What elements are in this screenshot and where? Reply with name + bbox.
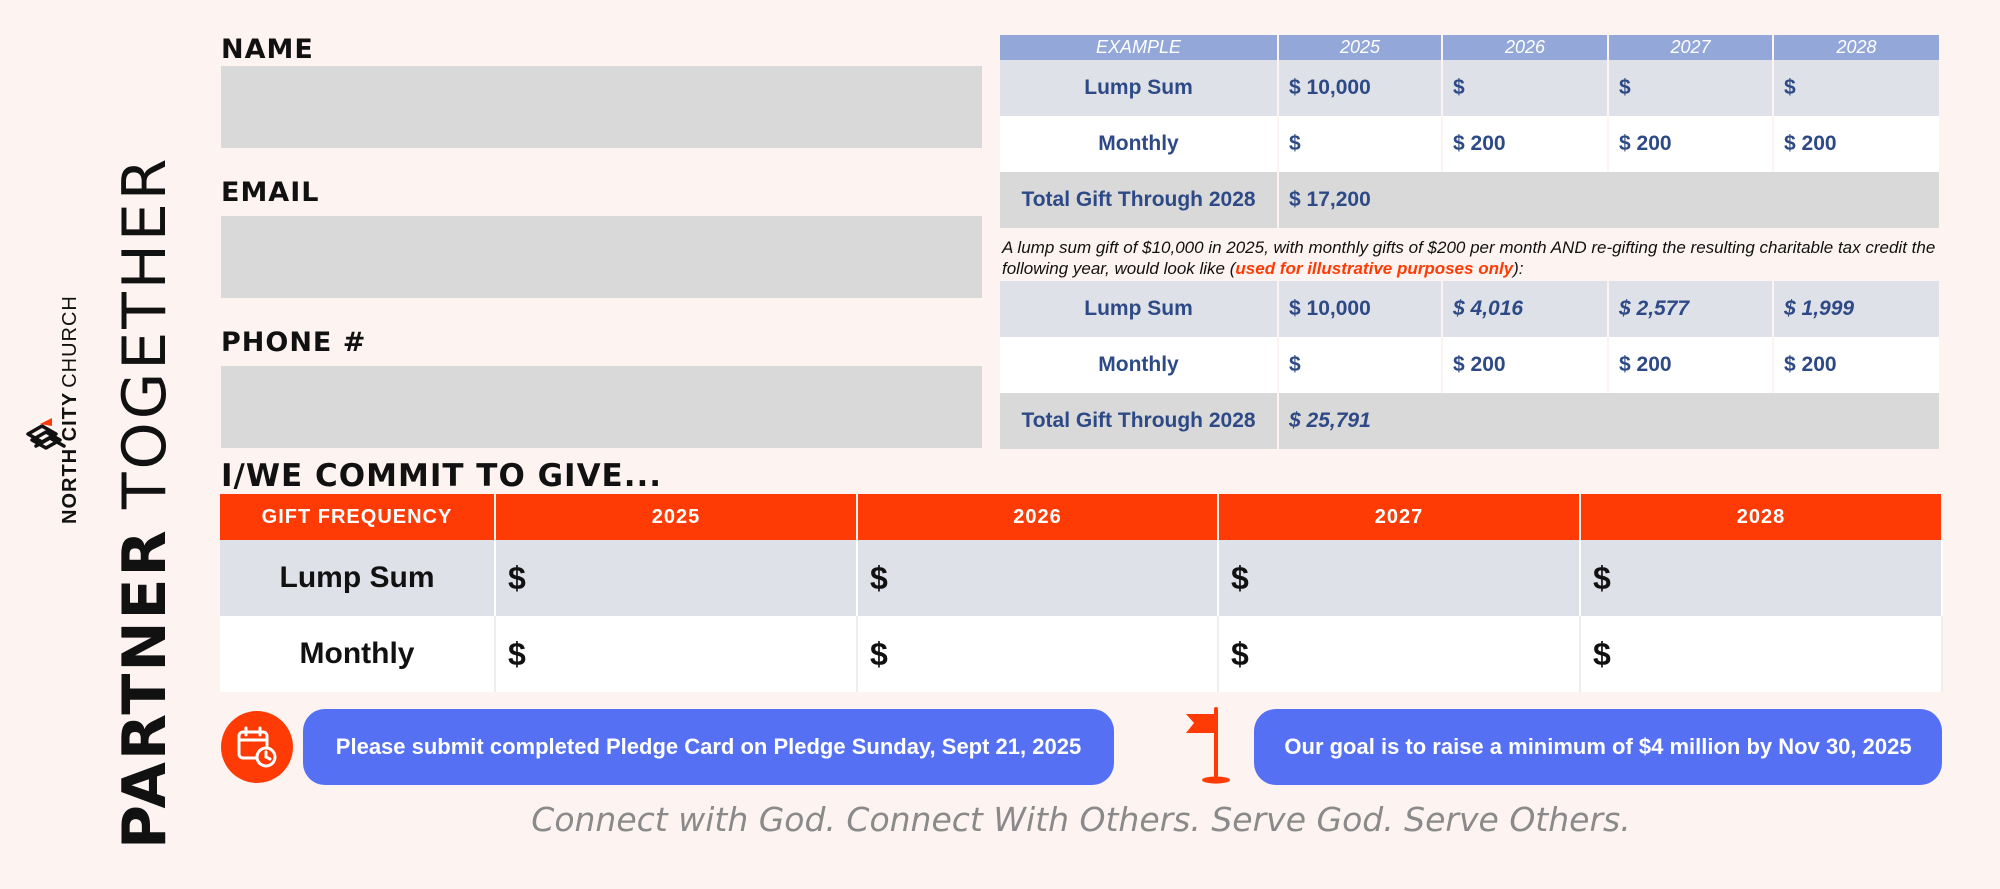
example-total-row: Total Gift Through 2028 $ 17,200 — [1000, 172, 1941, 228]
row-label: Total Gift Through 2028 — [1000, 172, 1279, 228]
table-cell: $ — [1773, 60, 1941, 116]
org-name-bold: NORTH CITY — [59, 391, 81, 524]
row-label: Monthly — [1000, 116, 1279, 172]
row-label: Lump Sum — [1000, 60, 1279, 116]
name-label: NAME — [221, 34, 314, 65]
table-cell: $ 200 — [1773, 337, 1941, 393]
campaign-title-bold: PARTNER — [110, 528, 180, 849]
column-header: 2026 — [857, 494, 1219, 540]
tagline: Connect with God. Connect With Others. S… — [220, 800, 1942, 839]
column-header: 2025 — [495, 494, 858, 540]
amount-input[interactable]: $ — [1580, 540, 1943, 616]
brand-panel: PARTNER TOGETHER NORTH CITY CHURCH — [0, 0, 220, 889]
amount-input[interactable]: $ — [1580, 616, 1943, 692]
commit-heading: I/WE COMMIT TO GIVE... — [221, 458, 663, 494]
example-header-cell: 2028 — [1773, 35, 1941, 60]
illustrative-table: Lump Sum $ 10,000 $ 4,016 $ 2,577 $ 1,99… — [1000, 281, 1941, 449]
column-header: GIFT FREQUENCY — [220, 494, 496, 540]
flag-icon — [1186, 707, 1230, 784]
column-header: 2028 — [1580, 494, 1943, 540]
commit-monthly-row: Monthly $ $ $ $ — [220, 616, 1943, 692]
row-label: Monthly — [220, 616, 496, 692]
tagline-text: Connect with God. Connect With Others. S… — [531, 800, 1631, 839]
note-highlight: used for illustrative purposes only — [1235, 259, 1514, 278]
row-label: Monthly — [1000, 337, 1279, 393]
table-cell: $ 10,000 — [1278, 281, 1443, 337]
table-cell: $ 1,999 — [1773, 281, 1941, 337]
row-label: Total Gift Through 2028 — [1000, 393, 1279, 449]
total-value: $ 17,200 — [1278, 172, 1941, 228]
example-table: EXAMPLE 2025 2026 2027 2028 Lump Sum $ 1… — [1000, 35, 1941, 228]
example-header-cell: 2025 — [1278, 35, 1443, 60]
example-header-cell: 2026 — [1442, 35, 1609, 60]
submit-pledge-banner: Please submit completed Pledge Card on P… — [303, 709, 1114, 785]
example-header-cell: EXAMPLE — [1000, 35, 1279, 60]
example-header-row: EXAMPLE 2025 2026 2027 2028 — [1000, 35, 1941, 60]
table-cell: $ 200 — [1442, 116, 1609, 172]
org-name: NORTH CITY CHURCH — [59, 295, 81, 524]
table-cell: $ 200 — [1442, 337, 1609, 393]
amount-input[interactable]: $ — [495, 540, 858, 616]
commit-header-row: GIFT FREQUENCY 2025 2026 2027 2028 — [220, 494, 1943, 540]
phone-label: PHONE # — [221, 327, 367, 358]
illustrative-total-row: Total Gift Through 2028 $ 25,791 — [1000, 393, 1941, 449]
amount-input[interactable]: $ — [1218, 540, 1581, 616]
fundraising-goal-banner: Our goal is to raise a minimum of $4 mil… — [1254, 709, 1942, 785]
total-value: $ 25,791 — [1278, 393, 1941, 449]
table-cell: $ 200 — [1773, 116, 1941, 172]
example-header-cell: 2027 — [1608, 35, 1774, 60]
table-cell: $ — [1608, 60, 1774, 116]
example-monthly-row: Monthly $ $ 200 $ 200 $ 200 — [1000, 116, 1941, 172]
amount-input[interactable]: $ — [495, 616, 858, 692]
amount-input[interactable]: $ — [857, 540, 1219, 616]
example-lump-row: Lump Sum $ 10,000 $ $ $ — [1000, 60, 1941, 116]
note-text: A lump sum gift of $10,000 in 2025, with… — [1002, 238, 1936, 278]
table-cell: $ — [1278, 116, 1443, 172]
table-cell: $ — [1278, 337, 1443, 393]
example-note: A lump sum gift of $10,000 in 2025, with… — [1002, 237, 1937, 279]
phone-field[interactable] — [221, 366, 982, 448]
email-label: EMAIL — [221, 177, 320, 208]
illustrative-lump-row: Lump Sum $ 10,000 $ 4,016 $ 2,577 $ 1,99… — [1000, 281, 1941, 337]
name-field[interactable] — [221, 66, 982, 148]
campaign-title-light: TOGETHER — [110, 155, 180, 510]
email-field[interactable] — [221, 216, 982, 298]
commit-lump-row: Lump Sum $ $ $ $ — [220, 540, 1943, 616]
north-city-logo-icon — [26, 418, 66, 450]
table-cell: $ — [1442, 60, 1609, 116]
calendar-clock-icon — [221, 711, 293, 783]
table-cell: $ 4,016 — [1442, 281, 1609, 337]
amount-input[interactable]: $ — [857, 616, 1219, 692]
table-cell: $ 10,000 — [1278, 60, 1443, 116]
note-text-end: ): — [1513, 259, 1524, 278]
commit-table: GIFT FREQUENCY 2025 2026 2027 2028 Lump … — [220, 494, 1943, 692]
amount-input[interactable]: $ — [1218, 616, 1581, 692]
column-header: 2027 — [1218, 494, 1581, 540]
row-label: Lump Sum — [1000, 281, 1279, 337]
table-cell: $ 200 — [1608, 116, 1774, 172]
illustrative-monthly-row: Monthly $ $ 200 $ 200 $ 200 — [1000, 337, 1941, 393]
table-cell: $ 200 — [1608, 337, 1774, 393]
org-name-light: CHURCH — [59, 295, 81, 388]
table-cell: $ 2,577 — [1608, 281, 1774, 337]
campaign-title: PARTNER TOGETHER — [110, 156, 180, 849]
row-label: Lump Sum — [220, 540, 496, 616]
